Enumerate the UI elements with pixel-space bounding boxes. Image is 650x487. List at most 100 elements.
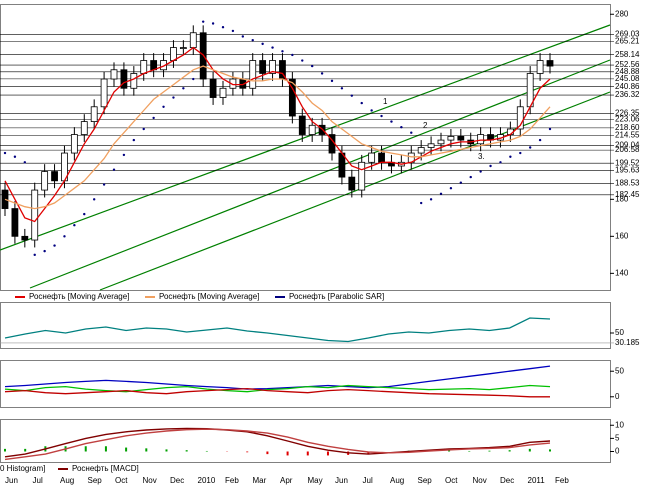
candle-body [120,69,128,89]
candle-body [259,60,267,74]
sar-dot [390,120,393,123]
channel-lines [0,24,611,291]
sar-dot [102,183,106,186]
level-label: 218.60 [615,123,640,132]
candle-body [298,115,306,135]
level-label: 248.88 [615,67,640,76]
sar-dot [429,198,433,201]
histogram-bar [488,450,491,452]
sar-dot [449,187,453,190]
sar-dot [92,198,96,201]
sar-dot [53,244,56,247]
sar-dot [152,116,155,120]
candle-body [140,60,148,74]
candle-body [80,121,88,135]
sar-dot [23,161,27,164]
level-label: 199.52 [615,158,640,167]
level-label: 223.06 [615,115,640,124]
level-label: 252.56 [615,60,640,69]
x-tick-label: Jul [33,476,43,485]
sar-dot [340,87,344,90]
candle-body [170,47,177,61]
candle-body [288,78,296,117]
sar-dot [251,38,254,42]
histogram-bar [4,448,6,452]
y-tick-label: 280 [615,9,629,18]
sar-dot [400,125,403,129]
channel-annotation: 2 [423,121,428,130]
x-tick-label: Mar [253,476,267,485]
sar-dot [320,72,324,75]
candle-body [447,135,455,141]
x-tick-label: Nov [143,476,157,485]
x-tick-label: Aug [390,476,404,485]
sar-dot [13,155,17,158]
sar-dot [201,20,205,23]
macd-line [4,428,551,461]
y-tick-label: 50 [615,366,624,375]
histogram-bar [266,451,269,455]
channel-line [29,59,611,289]
x-tick-label: Sep [88,476,103,485]
sar-dot [122,153,126,157]
legend-label: Роснефть [Parabolic SAR] [289,292,384,301]
candle-body [31,189,39,241]
candle-body [209,78,217,98]
x-tick-label: Jun [5,476,18,485]
sar-dot [192,77,195,81]
indicator-line [4,387,550,398]
level-label: 206.58 [615,145,640,154]
candle-body [21,235,29,241]
x-tick-label: Aug [60,476,74,485]
level-label: 236.32 [615,90,640,99]
sar-dot [439,192,443,195]
channel-annotation: 3. [478,152,485,161]
panel-frames [0,4,611,463]
sar-dot [479,170,482,173]
histogram-bar [125,447,128,452]
x-tick-label: Sep [418,476,433,485]
channel-line [0,24,611,251]
candle-body [546,60,554,67]
histogram-bar [84,446,87,452]
x-tick-label: Oct [445,476,458,485]
candle-body [378,152,385,163]
level-label: 214.55 [615,130,640,139]
moving-average-line [4,65,551,210]
histogram-bar [508,450,511,452]
sar-dot [509,155,512,158]
candle-body [11,208,19,237]
x-tick-label: 2010 [198,476,216,485]
indicator-line [4,365,551,390]
candle-body [70,134,78,154]
histogram-bar [24,448,27,452]
candle-body [110,69,118,80]
candle-body [427,143,435,148]
sar-dot [281,50,284,53]
sar-dot [489,164,492,168]
sar-dot [43,249,46,253]
sar-dot [350,94,354,97]
sar-dot [231,29,235,33]
sar-dot [112,168,116,171]
legend-label: Роснефть [Moving Average] [159,292,259,301]
y-tick-label: 10 [615,420,624,429]
candle-body [368,152,376,163]
candle-body [179,47,187,49]
level-label: 188.53 [615,179,640,188]
candle-body [477,134,485,145]
x-tick-label: Dec [500,476,514,485]
sar-dot [83,212,86,216]
histogram-bar [528,448,531,452]
candle-body [249,60,257,89]
x-tick-label: Nov [473,476,487,485]
x-tick-label: 2011 [528,476,546,485]
sar-dot [419,201,423,205]
histogram-bar [448,450,451,452]
sar-dot [182,87,185,90]
histogram-bar [326,451,329,456]
candle-body [100,78,108,108]
channel-annotation: 1 [383,97,388,106]
x-tick-label: May [308,476,323,485]
